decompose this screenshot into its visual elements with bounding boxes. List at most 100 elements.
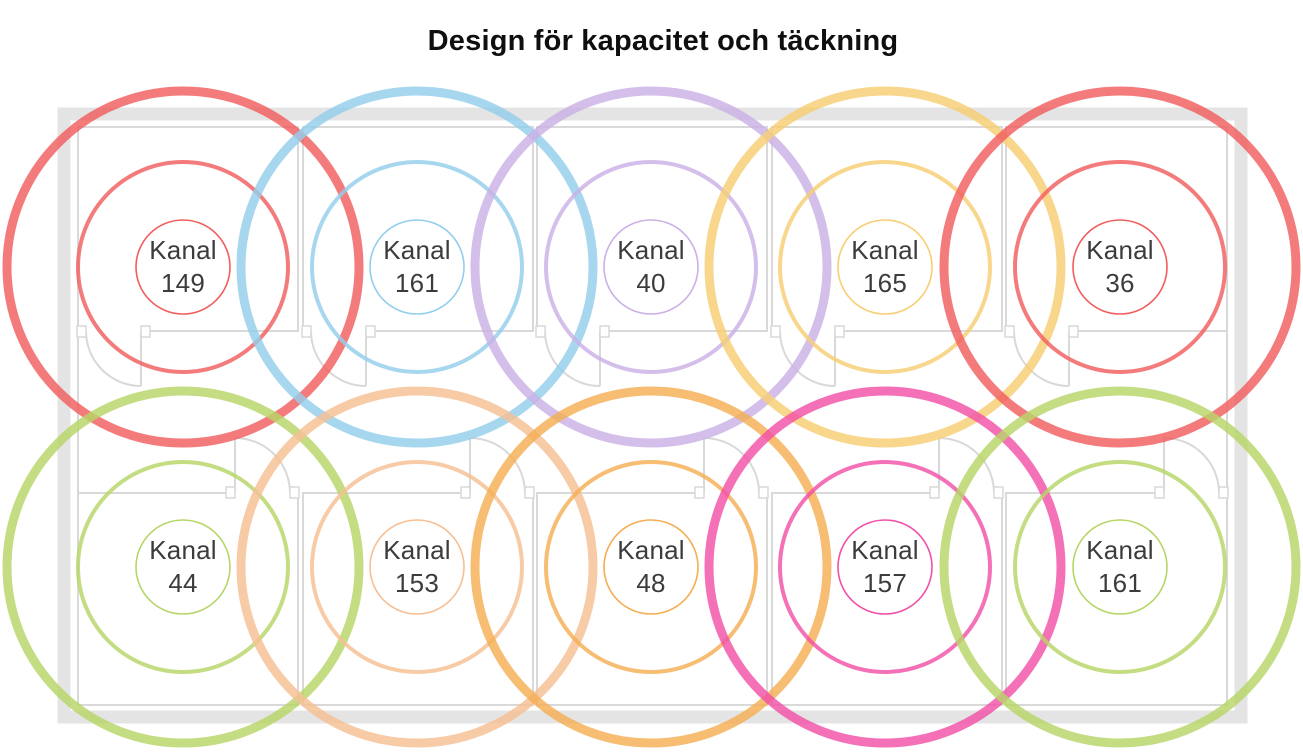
ap-label-word: Kanal [149,535,217,565]
access-point-161 [939,386,1301,748]
ap-channel-number: 153 [395,568,439,598]
door-jamb [1218,486,1229,499]
access-point-165 [704,86,1066,448]
ap-channel-number: 44 [168,568,198,598]
ap-inner-circle [603,219,699,315]
ap-mid-ring [76,160,290,374]
access-point-40 [470,86,832,448]
access-point-44 [2,386,364,748]
ap-label-word: Kanal [149,235,217,265]
door-jamb [76,325,87,338]
ap-outer-ring [704,386,1066,748]
figure-title: Design för kapacitet och täckning [427,25,899,57]
ap-label: Kanal 161 [1086,534,1154,600]
ap-mid-ring [778,460,992,674]
ap-label: Kanal 40 [617,234,685,300]
ap-inner-circle [1072,519,1168,615]
building-outer-wall [57,107,1248,724]
ap-label-word: Kanal [1086,535,1154,565]
ap-outer-ring [470,386,832,748]
ap-label: Kanal 48 [617,534,685,600]
ap-mid-ring [544,460,758,674]
ap-label: Kanal 161 [383,234,451,300]
access-point-161 [236,86,598,448]
door-jamb [301,325,312,338]
ap-label-word: Kanal [851,535,919,565]
ap-channel-number: 149 [161,268,205,298]
ap-mid-ring [76,460,290,674]
ap-inner-circle [1072,219,1168,315]
ap-mid-ring [778,160,992,374]
ap-label-word: Kanal [383,235,451,265]
ap-mid-ring [1013,460,1227,674]
access-point-48 [470,386,832,748]
ap-channel-number: 157 [863,568,907,598]
ap-outer-ring [939,86,1301,448]
coverage-rings [2,86,1301,748]
ap-label: Kanal 149 [149,234,217,300]
door-jamb [1154,486,1165,499]
door-jamb [535,325,546,338]
door-jamb [524,486,535,499]
door-jamb [929,486,940,499]
ap-label: Kanal 36 [1086,234,1154,300]
ap-label-word: Kanal [851,235,919,265]
ap-outer-ring [236,86,598,448]
door-swing-arc [85,330,142,387]
ap-outer-ring [704,86,1066,448]
door-jamb [140,325,151,338]
ap-label: Kanal 44 [149,534,217,600]
door-jamb [834,325,845,338]
ap-label: Kanal 157 [851,534,919,600]
door-jamb [694,486,705,499]
door-swing-arc [469,437,526,494]
ap-inner-circle [135,519,231,615]
ap-mid-ring [310,160,524,374]
door-swing-arc [703,437,760,494]
ap-label-word: Kanal [617,235,685,265]
ap-label: Kanal 153 [383,534,451,600]
ap-outer-ring [939,386,1301,748]
ap-channel-number: 161 [395,268,439,298]
access-point-149 [2,86,364,448]
ap-channel-number: 161 [1098,568,1142,598]
access-point-36 [939,86,1301,448]
door-jamb [225,486,236,499]
corridor-wall [77,331,1228,493]
door-jamb [1068,325,1079,338]
ap-label-word: Kanal [383,535,451,565]
ap-channel-number: 165 [863,268,907,298]
door-jamb [460,486,471,499]
ap-mid-ring [544,160,758,374]
door-jamb [770,325,781,338]
ap-outer-ring [236,386,598,748]
ap-outer-ring [2,86,364,448]
ap-outer-ring [470,86,832,448]
ap-channel-number: 48 [636,568,666,598]
ap-inner-circle [837,519,933,615]
door-jamb [599,325,610,338]
ap-inner-circle [603,519,699,615]
door-jamb [993,486,1004,499]
ap-inner-circle [135,219,231,315]
door-jamb [1004,325,1015,338]
ap-outer-ring [2,386,364,748]
access-point-157 [704,386,1066,748]
ap-label-word: Kanal [1086,235,1154,265]
ap-label: Kanal 165 [851,234,919,300]
floor-plan [57,107,1248,724]
door-jamb [758,486,769,499]
ap-channel-number: 36 [1105,268,1135,298]
ap-mid-ring [1013,160,1227,374]
door-jamb [365,325,376,338]
ap-inner-circle [837,219,933,315]
door-swing-arc [938,437,995,494]
ap-mid-ring [310,460,524,674]
ap-label-word: Kanal [617,535,685,565]
ap-inner-circle [369,519,465,615]
door-swing-arc [1163,437,1220,494]
ap-inner-circle [369,219,465,315]
access-point-153 [236,386,598,748]
